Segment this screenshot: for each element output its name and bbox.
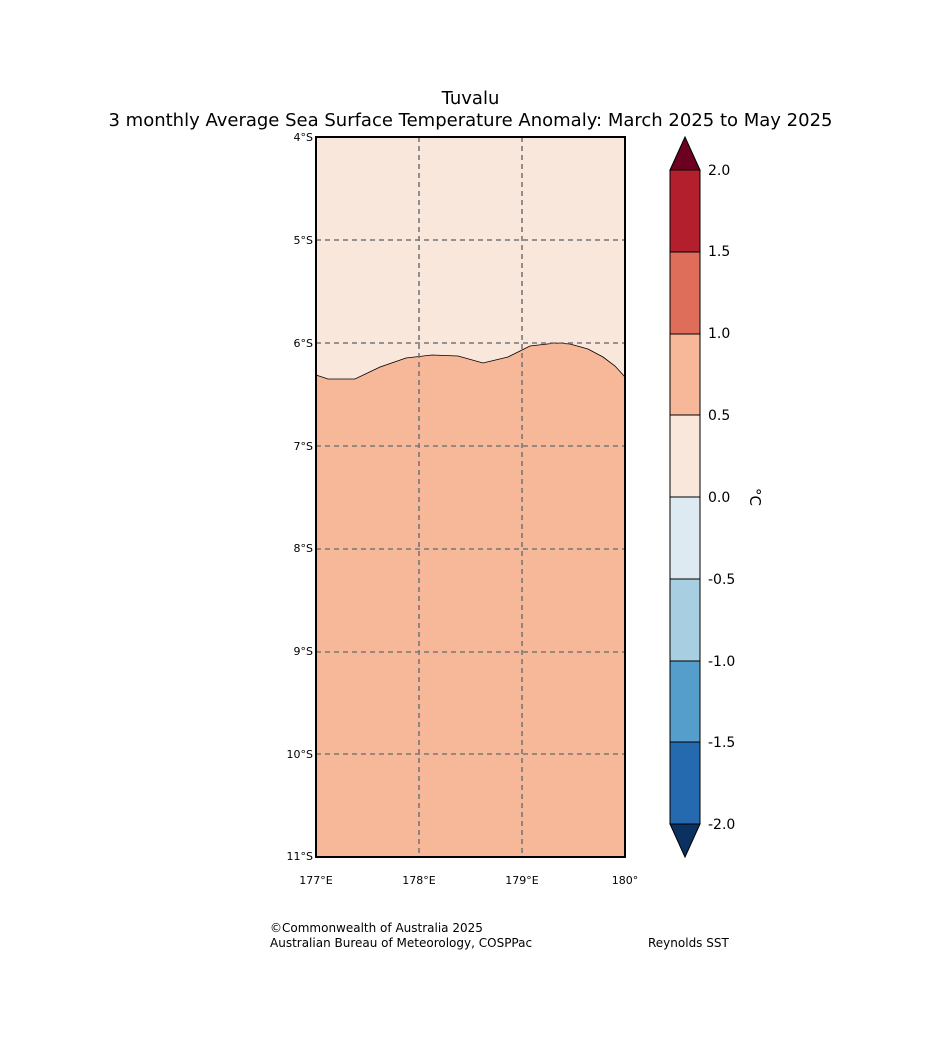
lat-label-9S: 9°S — [294, 645, 313, 658]
colorbar-segment-0.0-0.5 — [669, 414, 701, 498]
colorbar-segment-1.5-2.0 — [669, 169, 701, 253]
map-title: Tuvalu — [441, 88, 500, 109]
map-frame — [315, 136, 626, 858]
copyright-text: ©Commonwealth of Australia 2025 — [270, 921, 483, 935]
lon-label-177E: 177°E — [299, 874, 332, 887]
colorbar-tick-neg0.5: -0.5 — [708, 572, 735, 588]
colorbar-tick-neg1.0: -1.0 — [708, 654, 735, 670]
colorbar-tick-1.0: 1.0 — [708, 326, 730, 342]
colorbar — [669, 135, 701, 859]
colorbar-tick-1.5: 1.5 — [708, 244, 730, 260]
map-panel — [315, 136, 626, 858]
lat-label-6S: 6°S — [294, 337, 313, 350]
colorbar-tick-0.0: 0.0 — [708, 490, 730, 506]
lat-label-5S: 5°S — [294, 234, 313, 247]
map-subtitle: 3 monthly Average Sea Surface Temperatur… — [108, 110, 833, 131]
colorbar-tick-neg1.5: -1.5 — [708, 735, 735, 751]
lat-label-7S: 7°S — [294, 440, 313, 453]
colorbar-segment-neg1.5-neg1.0 — [669, 660, 701, 743]
lon-label-180: 180° — [612, 874, 639, 887]
colorbar-segment-neg2.0-neg1.5 — [669, 741, 701, 825]
lon-label-179E: 179°E — [505, 874, 538, 887]
lon-label-178E: 178°E — [402, 874, 435, 887]
agency-text: Australian Bureau of Meteorology, COSPPa… — [270, 936, 533, 950]
colorbar-tick-neg2.0: -2.0 — [708, 817, 735, 833]
lat-label-10S: 10°S — [287, 748, 313, 761]
footer-credits: ©Commonwealth of Australia 2025 Australi… — [270, 921, 532, 951]
contour-line-0.5 — [315, 342, 626, 380]
lat-label-8S: 8°S — [294, 542, 313, 555]
colorbar-tick-2.0: 2.0 — [708, 163, 730, 179]
colorbar-segment-0.5-1.0 — [669, 333, 701, 416]
colorbar-over-triangle — [669, 135, 701, 171]
data-source-text: Reynolds SST — [648, 936, 729, 950]
colorbar-tick-0.5: 0.5 — [708, 408, 730, 424]
lat-label-11S: 11°S — [287, 850, 313, 863]
colorbar-segment-neg0.5-0.0 — [669, 496, 701, 580]
colorbar-unit-label: °C — [746, 488, 764, 506]
colorbar-under-triangle — [669, 823, 701, 859]
region-anomaly-0.5-1.0 — [316, 343, 625, 857]
gridlines — [316, 137, 625, 857]
colorbar-segment-1.0-1.5 — [669, 251, 701, 335]
colorbar-segment-neg1.0-neg0.5 — [669, 578, 701, 662]
lat-label-4S: 4°S — [294, 131, 313, 144]
